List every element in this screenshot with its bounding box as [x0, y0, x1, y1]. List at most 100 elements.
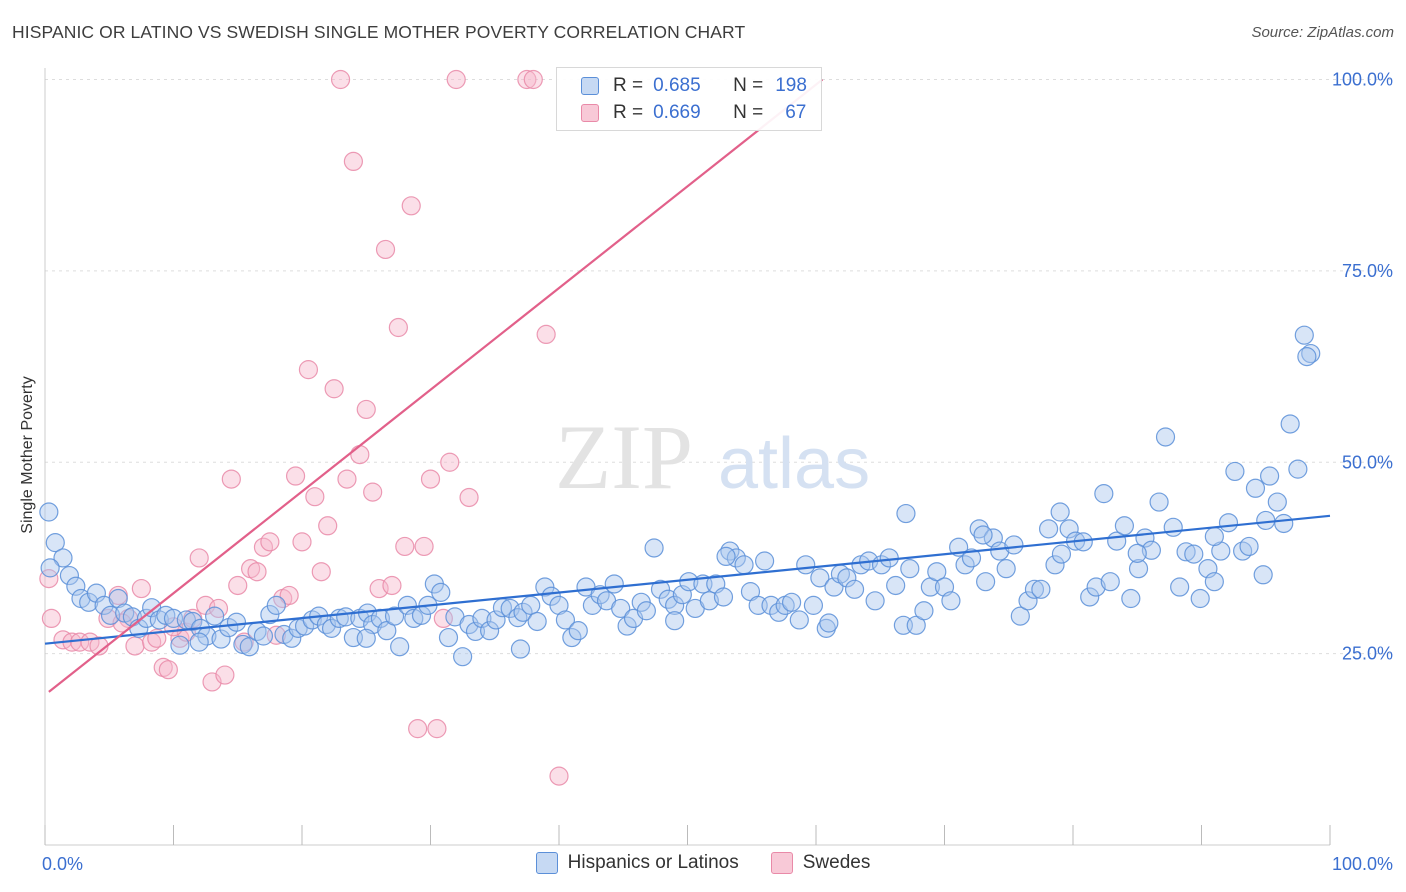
hispanic-point [990, 541, 1010, 561]
hispanic-point [508, 608, 528, 628]
hispanic-point [1010, 606, 1030, 626]
hispanic-point [941, 591, 961, 611]
stats-legend: R = 0.685 N = 198 R = 0.669 N = 67 [556, 67, 822, 131]
hispanic-point [781, 592, 802, 612]
hispanic-point [1149, 492, 1169, 512]
legend-name-swedes: Swedes [802, 852, 871, 873]
hispanic-point [226, 612, 247, 632]
y-tick-label-50: 50.0% [1342, 452, 1393, 472]
hispanic-point [384, 606, 405, 626]
hispanic-point [390, 637, 410, 657]
legend-n-value-swedes: 67 [785, 102, 807, 123]
hispanic-points [39, 325, 1321, 667]
hispanic-point [527, 611, 547, 632]
swedes-point [427, 719, 447, 739]
legend-r-label: R = [613, 75, 644, 96]
swedes-point [228, 575, 248, 596]
swedes-point [343, 151, 363, 172]
hispanic-point [1128, 559, 1149, 579]
hispanic-point [865, 591, 885, 611]
hispanic-point [803, 595, 824, 615]
legend-item-swedes: Swedes [770, 852, 871, 874]
hispanic-point [837, 568, 857, 588]
hispanic-point [1204, 572, 1224, 592]
swedes-point [330, 69, 351, 90]
hispanic-point [266, 595, 286, 615]
hispanic-point [1260, 466, 1280, 486]
swedes-point [311, 562, 331, 582]
hispanic-point [40, 558, 60, 578]
chart-title: HISPANIC OR LATINO VS SWEDISH SINGLE MOT… [12, 22, 746, 42]
hispanic-point [1127, 543, 1147, 563]
hispanic-point [480, 621, 500, 641]
hispanic-point [183, 611, 203, 632]
swedes-point [517, 69, 537, 90]
swedes-point [279, 585, 299, 606]
swedes-point [189, 548, 209, 568]
y-axis-label: Single Mother Poverty [19, 376, 36, 534]
legend-r-label: R = [613, 102, 644, 123]
swedes-point [401, 196, 421, 216]
hispanic-point [1225, 461, 1245, 482]
hispanic-point [604, 574, 624, 594]
hispanic-point [976, 572, 996, 592]
source-label: Source: ZipAtlas.com [1251, 24, 1394, 41]
hispanic-point [1094, 484, 1114, 504]
swedes-point [356, 399, 376, 420]
hispanic-point [1274, 513, 1294, 534]
hispanic-point [1253, 565, 1273, 585]
hispanic-point [1245, 478, 1266, 498]
legend-item-hispanic: Hispanics or Latinos [535, 852, 739, 874]
swedes-point [446, 69, 466, 90]
hispanic-point [617, 616, 637, 636]
hispanic-point [679, 572, 699, 592]
hispanic-point [1050, 502, 1070, 522]
hispanic-point [438, 627, 459, 648]
hispanic-point [1121, 588, 1141, 609]
hispanic-point [486, 610, 506, 630]
tick-labels: 25.0% 50.0% 75.0% 100.0% 0.0% 100.0% [42, 70, 1393, 875]
hispanic-point [1204, 526, 1224, 547]
hispanic-point [699, 591, 719, 611]
hispanic-point [555, 610, 576, 630]
hispanic-point [1100, 572, 1120, 592]
hispanic-point [879, 548, 899, 568]
hispanic-point [582, 595, 603, 615]
legend-name-hispanic: Hispanics or Latinos [567, 852, 739, 873]
hispanic-point [1031, 579, 1051, 599]
hispanic-point [1141, 540, 1161, 560]
y-tick-label-75: 75.0% [1342, 261, 1393, 281]
hispanic-point [1267, 492, 1287, 512]
hispanic-point [568, 621, 588, 641]
hispanic-point [59, 565, 80, 586]
hispanic-point [1297, 347, 1317, 367]
hispanic-point [356, 628, 376, 648]
hispanic-point [734, 555, 754, 575]
hispanic-point [816, 618, 836, 638]
hispanic-point [1256, 510, 1276, 531]
swedes-point [324, 379, 344, 399]
hispanic-point [789, 610, 809, 630]
hispanic-point [886, 575, 906, 596]
swedes-point [318, 516, 338, 536]
hispanic-point [996, 559, 1016, 579]
hispanic-point [1176, 542, 1196, 562]
hispanic-point [472, 608, 492, 629]
legend-n-label: N = [733, 75, 764, 96]
hispanic-point [1170, 577, 1190, 597]
hispanic-point [404, 608, 424, 629]
hispanic-point [211, 629, 231, 649]
hispanic-point [716, 546, 736, 567]
trend-lines [44, 78, 1331, 693]
hispanic-point [1038, 519, 1059, 539]
swedes-point [298, 360, 319, 380]
legend-swatch-hispanic [535, 852, 558, 874]
hispanic-point [1080, 587, 1100, 607]
hispanic-point [170, 635, 190, 655]
hispanic-point [1059, 519, 1079, 539]
hispanic-point [86, 583, 107, 603]
swedes-point [131, 578, 151, 599]
hispanic-point [39, 502, 59, 522]
legend-swatch-swedes [770, 852, 793, 874]
watermark-atlas: atlas [718, 424, 870, 504]
